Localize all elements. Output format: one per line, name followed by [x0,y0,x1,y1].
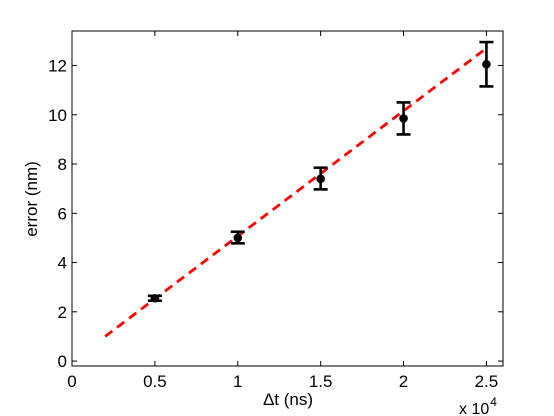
fit-line [104,47,488,338]
x-tick-label: 1 [233,372,242,391]
data-point-group [313,166,328,191]
y-axis-label: error (nm) [22,161,41,237]
y-tick-label: 12 [48,56,67,75]
data-point-group [230,230,245,245]
x-tick-label: 0.5 [143,372,167,391]
y-tick-label: 6 [58,204,67,223]
data-point [399,114,408,123]
data-point-group [396,101,411,136]
x-tick-label: 0 [67,372,76,391]
x-axis-multiplier: x 104 [459,395,497,416]
data-point-group [147,293,162,303]
y-tick-label: 0 [58,352,67,371]
y-tick-label: 4 [58,254,67,273]
data-point [233,233,243,243]
fit-line-layer [104,47,488,338]
y-tick-label: 10 [48,106,67,125]
plot-frame [71,30,504,367]
axes: 0 0.5 1 1.5 2 2.5 0 2 4 6 8 10 12 [48,30,504,391]
data-points-layer [147,40,494,303]
x-multiplier-base: x 10 [459,401,489,416]
data-point-group [479,40,494,88]
data-point [316,174,325,184]
x-tick-label: 2.5 [475,372,499,391]
x-tick-label: 1.5 [309,372,333,391]
data-point [482,59,491,69]
x-tick-label: 2 [399,372,408,391]
x-multiplier-exponent: 4 [490,395,497,409]
x-axis-label: Δt (ns) [263,390,313,409]
y-tick-label: 2 [58,303,67,322]
y-tick-label: 8 [58,155,67,174]
data-point [150,293,160,303]
